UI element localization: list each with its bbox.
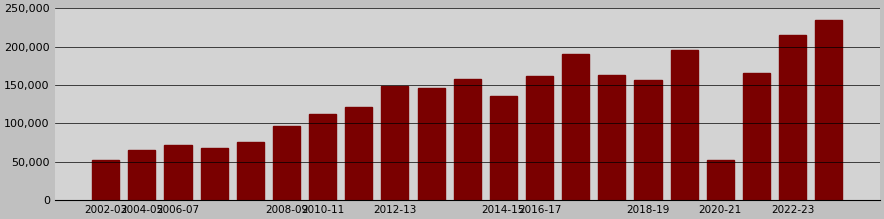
Bar [635, 79, 661, 200]
Bar [815, 20, 842, 200]
Bar [453, 79, 481, 200]
Bar [164, 145, 192, 200]
Bar [237, 142, 264, 200]
Bar [92, 160, 119, 200]
Bar [706, 160, 734, 200]
Bar [671, 49, 697, 200]
Bar [381, 87, 408, 200]
Bar [128, 150, 156, 200]
Bar [273, 125, 300, 200]
Bar [598, 75, 625, 200]
Bar [309, 114, 336, 200]
Bar [490, 96, 517, 200]
Bar [346, 107, 372, 200]
Bar [526, 76, 553, 200]
Bar [562, 54, 590, 200]
Bar [779, 35, 806, 200]
Bar [201, 148, 228, 200]
Bar [743, 73, 770, 200]
Bar [417, 88, 445, 200]
